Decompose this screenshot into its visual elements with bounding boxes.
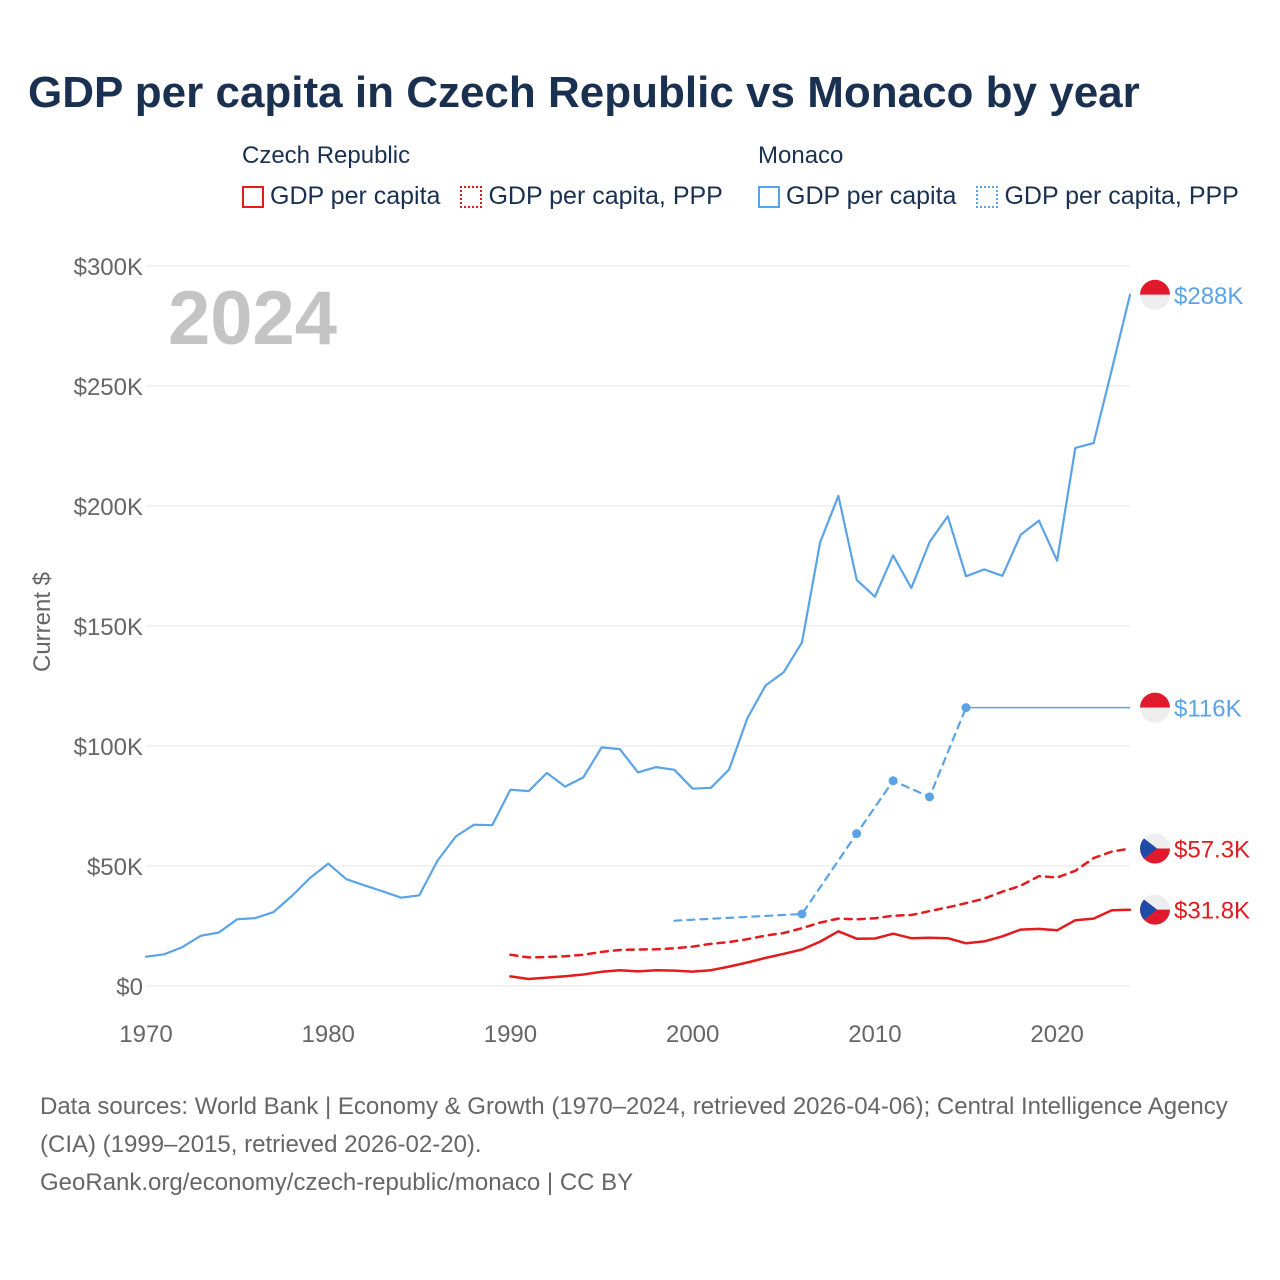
series-marker-1-2013 [925, 792, 935, 802]
y-tick-label-4: $200K [74, 494, 143, 521]
year-watermark: 2024 [168, 276, 337, 361]
flag-icon-monaco-1 [1140, 692, 1170, 723]
source-line-2: GeoRank.org/economy/czech-republic/monac… [40, 1169, 634, 1196]
x-tick-label-1970: 1970 [119, 1021, 172, 1048]
y-tick-label-5: $250K [74, 374, 143, 401]
series-marker-1-2015 [961, 703, 971, 713]
grid-lines [146, 265, 1130, 987]
end-label-1: $116K [1174, 696, 1242, 723]
legend-czech-title: Czech Republic [242, 142, 411, 169]
legend-czech-gdp-swatch [242, 185, 264, 208]
series-line-1 [673, 706, 968, 922]
flag-bottom-1 [1140, 707, 1170, 723]
legend-monaco-title: Monaco [758, 142, 844, 169]
source-line-1: Data sources: World Bank | Economy & Gro… [40, 1093, 1228, 1158]
y-axis-label: Current $ [29, 572, 56, 672]
series-line-0 [144, 293, 1132, 958]
y-tick-label-3: $150K [74, 614, 143, 641]
end-label-3: $31.8K [1174, 898, 1250, 925]
flag-top-0 [1140, 279, 1170, 295]
legend-czech-ppp[interactable]: GDP per capita, PPP [460, 182, 723, 211]
x-tick-label-1990: 1990 [484, 1021, 537, 1048]
legend-czech-gdp[interactable]: GDP per capita [242, 182, 440, 211]
y-tick-label-1: $50K [87, 854, 143, 881]
flag-icon-czech-2 [1140, 833, 1170, 864]
flag-wedge2-3 [1140, 899, 1157, 920]
legend-czech-ppp-label: GDP per capita, PPP [488, 182, 723, 210]
series-marker-1-2009 [852, 829, 862, 839]
legend-monaco-ppp[interactable]: GDP per capita, PPP [976, 182, 1239, 211]
flag-top-1 [1140, 692, 1170, 708]
series-line-2 [509, 847, 1132, 959]
flag-icon-monaco-0 [1140, 279, 1170, 310]
series-marker-1-2006 [797, 909, 807, 919]
legend-monaco-gdp-label: GDP per capita [786, 182, 957, 210]
x-tick-label-1980: 1980 [302, 1021, 355, 1048]
y-tick-label-0: $0 [116, 974, 143, 1001]
y-tick-label-2: $100K [74, 734, 143, 761]
x-tick-label-2000: 2000 [666, 1021, 719, 1048]
source-note: Data sources: World Bank | Economy & Gro… [40, 1088, 1250, 1202]
series-line-3 [509, 908, 1132, 981]
series-group [144, 293, 1132, 981]
legend-monaco-gdp-swatch [758, 185, 780, 208]
legend-czech-ppp-swatch [460, 185, 483, 208]
legend-monaco-ppp-swatch [976, 185, 999, 208]
legend-czech-group: Czech Republic GDP per capita GDP per ca… [242, 142, 723, 211]
legend-monaco-group: Monaco GDP per capita GDP per capita, PP… [758, 142, 1239, 211]
legend-monaco-gdp[interactable]: GDP per capita [758, 182, 956, 211]
chart-title: GDP per capita in Czech Republic vs Mona… [28, 68, 1140, 117]
end-label-0: $288K [1174, 283, 1243, 310]
flag-icon-czech-3 [1140, 894, 1170, 925]
flag-wedge2-2 [1140, 838, 1157, 859]
series-marker-1-2011 [888, 776, 898, 786]
end-label-2: $57.3K [1174, 836, 1250, 863]
flag-bottom-0 [1140, 294, 1170, 310]
x-tick-label-2020: 2020 [1030, 1021, 1083, 1048]
line-chart: $0 $50K $100K $150K $200K $250K $300K 1970 1980… [29, 254, 1250, 1048]
end-labels: $288K $116K $57.3K $31.8K [1140, 279, 1250, 925]
x-axis-ticks: 1970 1980 1990 2000 2010 2020 [119, 1021, 1084, 1048]
y-tick-label-6: $300K [74, 254, 143, 281]
x-tick-label-2010: 2010 [848, 1021, 901, 1048]
legend-czech-gdp-label: GDP per capita [270, 182, 441, 210]
legend-monaco-ppp-label: GDP per capita, PPP [1004, 182, 1239, 210]
y-axis-ticks: $0 $50K $100K $150K $200K $250K $300K [74, 254, 143, 1001]
